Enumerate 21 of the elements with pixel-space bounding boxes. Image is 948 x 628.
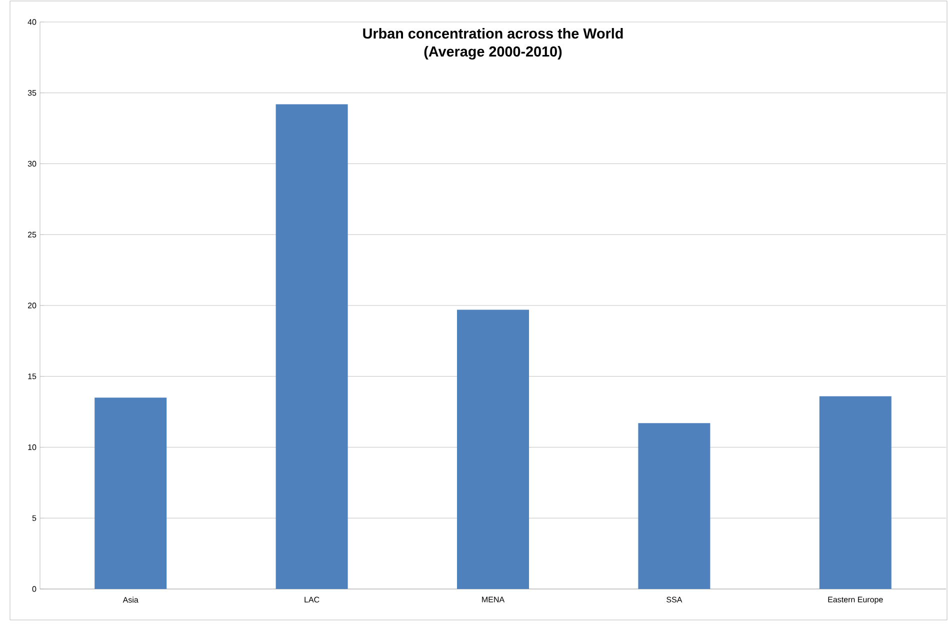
- y-tick-label: 20: [28, 302, 36, 308]
- bar: [638, 423, 710, 589]
- bar: [276, 104, 348, 589]
- y-tick-label: 10: [28, 444, 36, 450]
- y-tick-label: 40: [28, 19, 36, 25]
- text: (Average 2000-2010): [424, 46, 562, 60]
- x-tick-label: Asia: [122, 596, 138, 603]
- y-tick-label: 25: [28, 232, 36, 238]
- x-tick-label: SSA: [666, 596, 682, 602]
- y-tick-label: 30: [28, 160, 36, 167]
- x-tick-label: LAC: [304, 596, 320, 602]
- bar: [457, 310, 529, 589]
- y-tick-label: 35: [28, 90, 36, 96]
- x-tick-label: MENA: [482, 596, 505, 602]
- y-tick-label: 5: [32, 515, 36, 521]
- y-tick-label: 0: [32, 586, 36, 592]
- chart-title: Urban concentration across the World: [363, 28, 623, 39]
- bar: [819, 396, 892, 589]
- x-tick-label: Eastern Europe: [828, 596, 883, 604]
- bar: [94, 398, 167, 589]
- y-tick-label: 15: [28, 374, 36, 380]
